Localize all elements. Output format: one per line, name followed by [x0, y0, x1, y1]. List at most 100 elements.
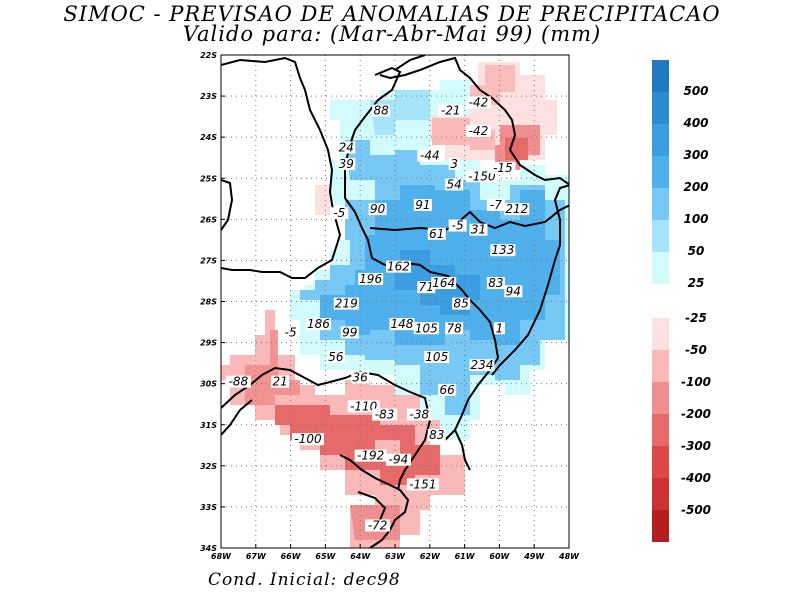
- contour-label: -42: [469, 124, 489, 138]
- contour-label: 219: [335, 297, 358, 311]
- contour-label: 212: [505, 202, 528, 216]
- legend-swatch-negative: [652, 414, 669, 446]
- contour-label-bg: [340, 326, 359, 339]
- contour-label-bg: [225, 375, 251, 388]
- map-title: SIMOC - PREVISAO DE ANOMALIAS DE PRECIPI…: [63, 2, 721, 26]
- contour-label-bg: [486, 277, 505, 290]
- contour-label-bg: [486, 199, 505, 212]
- lat-tick-label: 30S: [200, 380, 217, 389]
- legend-label-positive: 300: [683, 148, 708, 162]
- legend-label-positive: 200: [683, 180, 708, 194]
- contour-label: -151: [409, 477, 436, 491]
- contour-label-bg: [448, 219, 467, 232]
- contour-label: 85: [453, 297, 468, 311]
- contour-label-bg: [271, 375, 290, 388]
- contour-label-bg: [466, 125, 492, 138]
- color-legend: 500 400 300 200 100 50 25 -25 -50 -100 -200 -300 -40…: [652, 60, 711, 542]
- contour-label: 83: [488, 276, 503, 290]
- contour-label: -5: [285, 325, 297, 339]
- lat-tick-label: 23S: [200, 92, 217, 101]
- lon-tick-label: 49W: [523, 552, 545, 561]
- contour-label: -42: [469, 95, 489, 109]
- legend-swatch-negative: [652, 478, 669, 510]
- border-south: [339, 454, 410, 548]
- lat-tick-label: 29S: [200, 339, 217, 348]
- legend-label-positive: 400: [682, 116, 708, 130]
- lat-tick-label: 22S: [200, 51, 217, 60]
- contour-label-bg: [330, 207, 349, 220]
- contour-label: 162: [387, 260, 410, 274]
- contour-label-bg: [281, 326, 300, 339]
- contour-label: 196: [359, 272, 382, 286]
- contour-label: -5: [452, 219, 464, 233]
- contour-label-bg: [445, 322, 464, 335]
- contour-label: 133: [491, 243, 514, 257]
- contour-label: 99: [342, 325, 357, 339]
- contour-label-bg: [445, 178, 464, 191]
- contour-label: 3: [450, 157, 458, 171]
- contour-label: -38: [410, 408, 430, 422]
- legend-swatch-negative: [652, 446, 669, 478]
- border-east: [491, 184, 569, 376]
- contour-label: 105: [425, 350, 448, 364]
- contour-label-bg: [358, 272, 384, 285]
- contour-label: 36: [353, 371, 369, 385]
- lat-tick-label: 33S: [200, 503, 217, 512]
- contour-label: 90: [370, 202, 386, 216]
- lon-tick-label: 62W: [420, 552, 441, 561]
- contour-label-bg: [365, 519, 391, 532]
- contour-label-bg: [389, 318, 415, 331]
- legend-swatch-negative: [652, 382, 669, 414]
- contour-label-bg: [427, 227, 446, 240]
- legend-swatch-negative: [652, 510, 669, 542]
- contour-label: -83: [375, 408, 395, 422]
- contour-label-bg: [305, 318, 331, 331]
- contour-label-bg: [385, 453, 411, 466]
- contour-label: 31: [471, 223, 486, 237]
- border-sw-b: [221, 399, 253, 436]
- legend-swatch-positive: [652, 156, 669, 188]
- contour-label: -192: [357, 449, 384, 463]
- contour-label-bg: [417, 149, 443, 162]
- contour-label: -15: [493, 161, 513, 175]
- contour-label-bg: [413, 322, 439, 335]
- legend-swatch-positive: [652, 220, 669, 252]
- border-se: [454, 429, 471, 471]
- lat-tick-label: 28S: [200, 298, 217, 307]
- border-mid: [369, 204, 569, 232]
- legend-swatch-positive: [652, 92, 669, 124]
- legend-swatch-positive: [652, 60, 669, 92]
- lon-tick-label: 63W: [385, 552, 406, 561]
- lat-tick-label: 25S: [200, 174, 217, 183]
- map-subtitle: Valido para: (Mar-Abr-Mai 99) (mm): [182, 22, 602, 46]
- contour-label: 54: [447, 177, 462, 191]
- contour-label: 21: [273, 375, 288, 389]
- contour-label-bg: [438, 383, 457, 396]
- contour-label-bg: [438, 104, 464, 117]
- contour-label-bg: [337, 157, 356, 170]
- legend-swatch-negative: [652, 318, 669, 350]
- map-gridlines: [221, 55, 569, 548]
- contour-label: 66: [440, 383, 456, 397]
- lon-tick-label: 66W: [281, 552, 302, 561]
- legend-label-negative: -100: [681, 375, 711, 389]
- contour-label-bg: [372, 104, 391, 117]
- legend-swatch-positive: [652, 124, 669, 156]
- lat-tick-label: 32S: [200, 462, 217, 471]
- contour-label: 148: [391, 317, 414, 331]
- lon-tick-label: 68W: [211, 552, 232, 561]
- legend-label-positive: 50: [688, 244, 705, 258]
- field-blue-50: [370, 90, 430, 135]
- field-pink-north-c: [432, 118, 495, 150]
- lon-tick-label: 64W: [350, 552, 371, 561]
- axis-ticks: 68W 67W 66W 65W 64W 63W 62W 61W 60W 49W 48W 22S 23S 2…: [200, 51, 580, 561]
- contour-label: 1: [496, 321, 504, 335]
- contour-label-bg: [406, 478, 439, 491]
- contour-label: 39: [339, 157, 354, 171]
- field-pink-north-b: [470, 65, 515, 105]
- contour-label-bg: [490, 162, 516, 175]
- contour-label: 24: [339, 140, 354, 154]
- contour-label-bg: [504, 285, 523, 298]
- contour-label: -5: [333, 206, 345, 220]
- lat-tick-label: 26S: [200, 215, 217, 224]
